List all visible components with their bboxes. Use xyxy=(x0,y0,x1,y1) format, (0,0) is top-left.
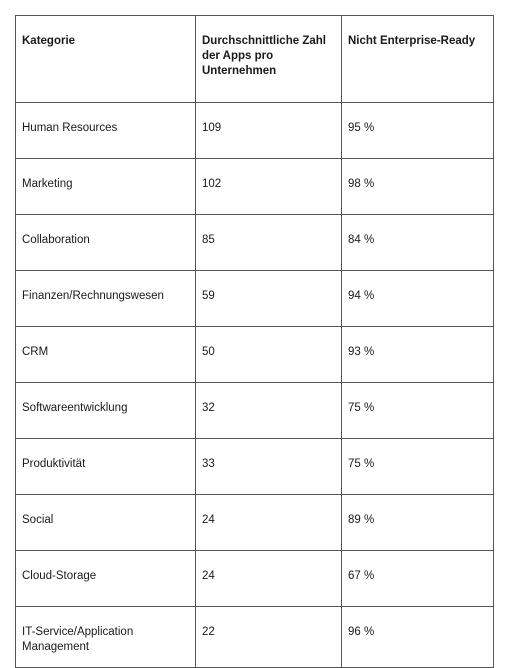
cell-avg-apps: 59 xyxy=(195,270,342,327)
cell-avg-apps: 22 xyxy=(195,606,342,668)
cell-not-ready: 75 % xyxy=(341,382,494,439)
cell-category: Softwareentwicklung xyxy=(15,382,196,439)
cell-category: Marketing xyxy=(15,158,196,215)
header-not-enterprise-ready: Nicht Enterprise-Ready xyxy=(341,15,494,103)
table-row: Social 24 89 % xyxy=(15,494,494,551)
cell-category: Human Resources xyxy=(15,102,196,159)
cell-avg-apps: 109 xyxy=(195,102,342,159)
table-row: Cloud-Storage 24 67 % xyxy=(15,550,494,607)
cell-avg-apps: 33 xyxy=(195,438,342,495)
cell-not-ready: 98 % xyxy=(341,158,494,215)
cell-avg-apps: 85 xyxy=(195,214,342,271)
cell-not-ready: 89 % xyxy=(341,494,494,551)
cell-category: Finanzen/Rechnungswesen xyxy=(15,270,196,327)
cell-category: Produktivität xyxy=(15,438,196,495)
cell-avg-apps: 24 xyxy=(195,494,342,551)
cell-category: Cloud-Storage xyxy=(15,550,196,607)
cell-avg-apps: 24 xyxy=(195,550,342,607)
header-kategorie: Kategorie xyxy=(15,15,196,103)
data-table-container: Kategorie Durchschnittliche Zahl der App… xyxy=(15,15,494,668)
table-row: Human Resources 109 95 % xyxy=(15,102,494,159)
cell-not-ready: 93 % xyxy=(341,326,494,383)
cell-not-ready: 95 % xyxy=(341,102,494,159)
table-row: IT-Service/Application Management 22 96 … xyxy=(15,606,494,668)
cell-not-ready: 94 % xyxy=(341,270,494,327)
table-row: Softwareentwicklung 32 75 % xyxy=(15,382,494,439)
cell-not-ready: 67 % xyxy=(341,550,494,607)
table-header-row: Kategorie Durchschnittliche Zahl der App… xyxy=(15,15,494,103)
table-row: Finanzen/Rechnungswesen 59 94 % xyxy=(15,270,494,327)
cell-category: Collaboration xyxy=(15,214,196,271)
cell-category: Social xyxy=(15,494,196,551)
apps-by-category-table: Kategorie Durchschnittliche Zahl der App… xyxy=(15,15,494,668)
cell-avg-apps: 102 xyxy=(195,158,342,215)
cell-not-ready: 84 % xyxy=(341,214,494,271)
table-row: Produktivität 33 75 % xyxy=(15,438,494,495)
cell-avg-apps: 32 xyxy=(195,382,342,439)
cell-not-ready: 96 % xyxy=(341,606,494,668)
cell-category: IT-Service/Application Management xyxy=(15,606,196,668)
cell-avg-apps: 50 xyxy=(195,326,342,383)
table-row: Collaboration 85 84 % xyxy=(15,214,494,271)
cell-not-ready: 75 % xyxy=(341,438,494,495)
table-row: CRM 50 93 % xyxy=(15,326,494,383)
table-row: Marketing 102 98 % xyxy=(15,158,494,215)
header-avg-apps: Durchschnittliche Zahl der Apps pro Unte… xyxy=(195,15,342,103)
cell-category: CRM xyxy=(15,326,196,383)
